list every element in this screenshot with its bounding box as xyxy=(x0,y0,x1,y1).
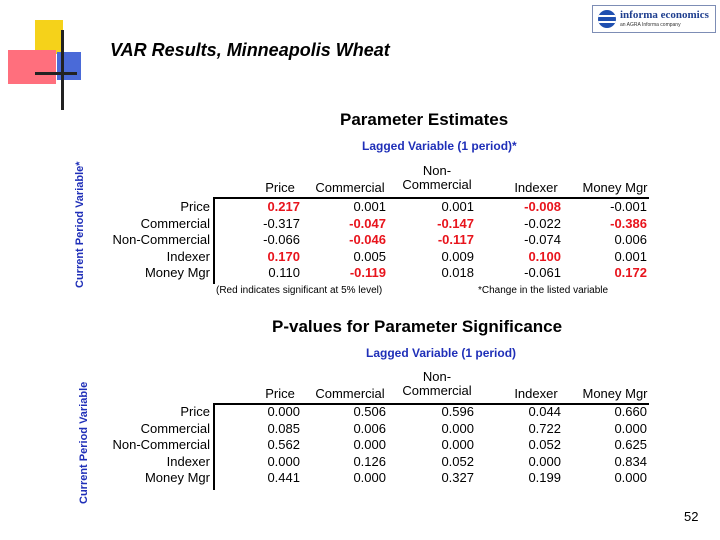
row-label: Price xyxy=(180,404,210,419)
column-header: Price xyxy=(265,386,295,401)
slide-title: VAR Results, Minneapolis Wheat xyxy=(110,40,390,60)
table-cell: 0.005 xyxy=(353,248,386,264)
table-cell: 0.000 xyxy=(267,404,300,419)
table-cell: 0.441 xyxy=(267,470,300,485)
estimates-note-significance: (Red indicates significant at 5% level) xyxy=(216,285,383,296)
estimates-title: Parameter Estimates xyxy=(340,110,509,129)
table-cell: 0.625 xyxy=(614,437,647,452)
column-header: Non- Commercial xyxy=(402,163,472,192)
table-cell: -0.074 xyxy=(524,232,561,247)
table-cell: 0.000 xyxy=(528,453,561,469)
column-header: Money Mgr xyxy=(582,386,648,401)
table-cell: 0.001 xyxy=(353,199,386,214)
table-cell: -0.317 xyxy=(263,215,300,231)
table-cell: 0.110 xyxy=(268,265,300,280)
row-label: Indexer xyxy=(166,248,210,264)
pvalues-lag-label: Lagged Variable (1 period) xyxy=(366,346,517,360)
column-header: Commercial xyxy=(315,180,385,195)
table-cell: -0.066 xyxy=(263,232,300,247)
table-cell: 0.722 xyxy=(528,420,561,436)
table-cell: 0.660 xyxy=(614,404,647,419)
table-cell: 0.199 xyxy=(528,470,561,485)
table-cell: 0.001 xyxy=(441,199,474,214)
table-cell: 0.009 xyxy=(441,248,474,264)
table-cell: -0.386 xyxy=(610,215,647,231)
table-cell: 0.000 xyxy=(441,437,474,452)
table-cell: 0.100 xyxy=(528,248,561,264)
row-label: Money Mgr xyxy=(144,470,210,485)
row-label: Indexer xyxy=(166,453,210,469)
row-label-rule xyxy=(213,403,215,490)
logo-vertical-line xyxy=(61,30,64,110)
table-cell: -0.008 xyxy=(524,199,561,214)
table-cell: 0.834 xyxy=(614,453,647,469)
table-cell: 0.052 xyxy=(528,437,561,452)
row-label: Commercial xyxy=(140,215,210,231)
table-cell: 0.596 xyxy=(441,404,474,419)
table-cell: -0.001 xyxy=(610,199,647,214)
table-cell: 0.000 xyxy=(614,470,647,485)
pvalues-title: P-values for Parameter Significance xyxy=(272,317,563,336)
row-label: Money Mgr xyxy=(144,265,210,280)
column-header: Indexer xyxy=(514,180,558,195)
row-label: Non-Commercial xyxy=(112,232,210,247)
table-cell: -0.022 xyxy=(524,215,561,231)
row-label: Commercial xyxy=(140,420,210,436)
table-cell: 0.170 xyxy=(267,248,300,264)
column-header: Indexer xyxy=(514,386,558,401)
column-header: Money Mgr xyxy=(582,180,648,195)
row-label-rule xyxy=(213,197,215,284)
table-cell: -0.061 xyxy=(524,265,561,280)
estimates-lag-label: Lagged Variable (1 period)* xyxy=(362,139,517,153)
table-cell: 0.044 xyxy=(528,404,561,419)
table-cell: -0.147 xyxy=(437,215,474,231)
table-cell: 0.006 xyxy=(353,420,386,436)
row-label: Price xyxy=(180,199,210,214)
table-cell: 0.327 xyxy=(441,470,474,485)
table-cell: 0.006 xyxy=(614,232,647,247)
logo-square-red xyxy=(8,50,56,84)
table-cell: 0.018 xyxy=(441,265,474,280)
logo-horizontal-line xyxy=(35,72,77,75)
globe-icon xyxy=(598,10,616,28)
brand-tagline: an AGRA Informa company xyxy=(620,22,681,28)
logo-square-yellow xyxy=(35,20,63,54)
estimates-note-change: *Change in the listed variable xyxy=(478,285,609,296)
brand-logo: informa economics an AGRA Informa compan… xyxy=(592,5,716,33)
table-cell: 0.217 xyxy=(267,199,300,214)
table-cell: 0.000 xyxy=(353,437,386,452)
table-cell: 0.562 xyxy=(267,437,300,452)
brand-name: informa economics xyxy=(620,9,709,21)
table-cell: -0.117 xyxy=(437,232,474,247)
table-cell: 0.085 xyxy=(267,420,300,436)
table-cell: 0.000 xyxy=(441,420,474,436)
table-cell: 0.000 xyxy=(353,470,386,485)
table-cell: -0.046 xyxy=(349,232,386,247)
table-cell: 0.000 xyxy=(267,453,300,469)
table-cell: 0.001 xyxy=(614,248,647,264)
table-cell: -0.047 xyxy=(349,215,386,231)
table-cell: -0.119 xyxy=(349,265,386,280)
table-cell: 0.052 xyxy=(441,453,474,469)
header-rule xyxy=(213,403,649,405)
table-cell: 0.126 xyxy=(353,453,386,469)
column-header: Non- Commercial xyxy=(402,369,472,398)
column-header: Commercial xyxy=(315,386,385,401)
table-cell: 0.172 xyxy=(614,265,647,280)
header-rule xyxy=(213,197,649,199)
row-label: Non-Commercial xyxy=(112,437,210,452)
column-header: Price xyxy=(265,180,295,195)
page-number: 52 xyxy=(684,509,699,524)
table-cell: 0.000 xyxy=(614,420,647,436)
table-cell: 0.506 xyxy=(353,404,386,419)
